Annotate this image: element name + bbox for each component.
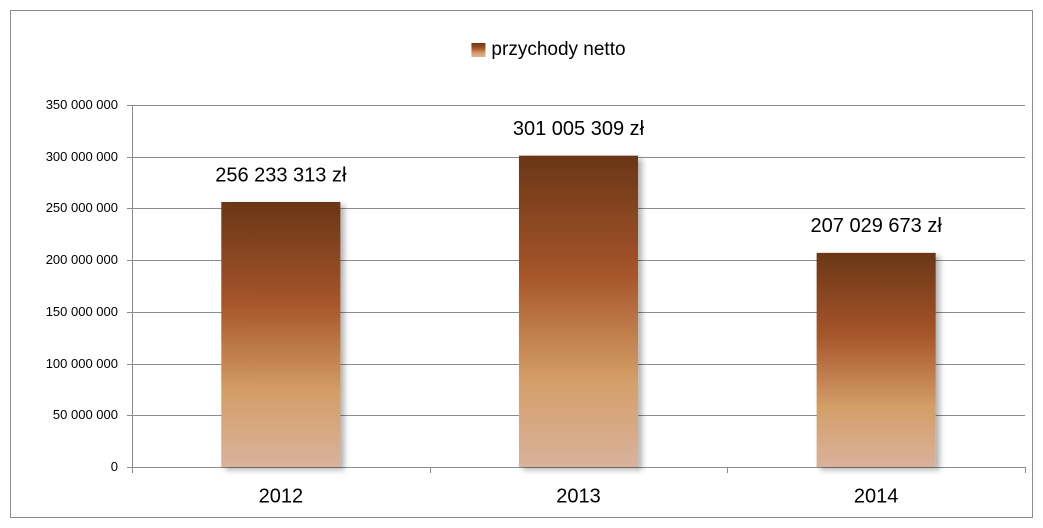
data-label: 256 233 313 zł	[215, 164, 347, 186]
data-label: 301 005 309 zł	[513, 118, 645, 140]
y-tick-label: 300 000 000	[46, 149, 118, 164]
y-tick-label: 250 000 000	[46, 200, 118, 215]
y-tick-label: 50 000 000	[53, 407, 118, 422]
bar	[518, 155, 639, 468]
x-tick-label: 2014	[854, 485, 899, 507]
y-tick-label: 150 000 000	[46, 304, 118, 319]
y-tick-label: 350 000 000	[46, 97, 118, 112]
y-tick-label: 0	[111, 459, 118, 474]
legend-label: przychody netto	[491, 39, 625, 60]
data-label: 207 029 673 zł	[811, 215, 943, 237]
x-tick-label: 2013	[556, 485, 601, 507]
bar	[816, 252, 936, 467]
y-tick-label: 200 000 000	[46, 252, 118, 267]
y-tick-label: 100 000 000	[46, 356, 118, 371]
bar	[221, 201, 341, 467]
x-tick-label: 2012	[259, 485, 304, 507]
legend-swatch	[471, 43, 486, 57]
